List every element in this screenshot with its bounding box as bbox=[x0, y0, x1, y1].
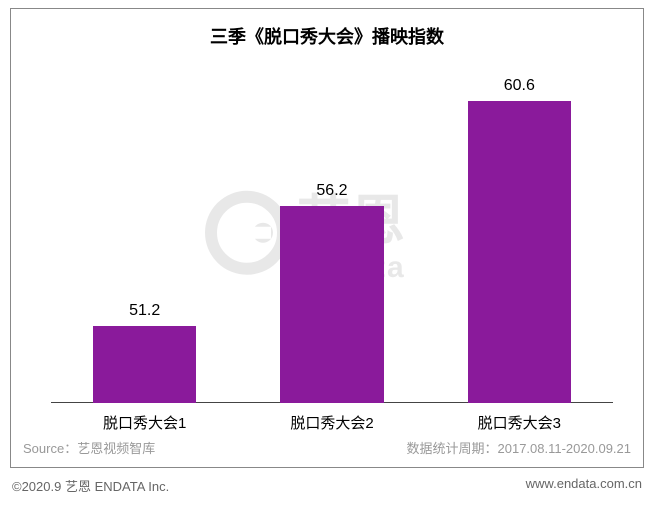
category-label: 脱口秀大会1 bbox=[51, 412, 238, 433]
chart-frame: 三季《脱口秀大会》播映指数 艺恩 endata 51.2脱口秀大会156.2脱口… bbox=[10, 8, 644, 468]
bar-value-label: 56.2 bbox=[280, 182, 383, 200]
copyright-text: ©2020.9 艺恩 ENDATA Inc. bbox=[12, 476, 169, 495]
category-label: 脱口秀大会2 bbox=[238, 412, 425, 433]
bar-value-label: 60.6 bbox=[468, 77, 571, 95]
bar: 51.2 bbox=[93, 326, 196, 403]
page-footer: ©2020.9 艺恩 ENDATA Inc. www.endata.com.cn bbox=[10, 472, 644, 502]
chart-container: 三季《脱口秀大会》播映指数 艺恩 endata 51.2脱口秀大会156.2脱口… bbox=[0, 0, 654, 512]
bar-value-label: 51.2 bbox=[93, 302, 196, 320]
plot-area: 51.2脱口秀大会156.2脱口秀大会260.6脱口秀大会3 bbox=[51, 67, 613, 403]
chart-title: 三季《脱口秀大会》播映指数 bbox=[11, 23, 643, 49]
bar: 60.6 bbox=[468, 101, 571, 403]
stat-period-label: 数据统计周期：2017.08.11-2020.09.21 bbox=[407, 438, 632, 457]
footer-url: www.endata.com.cn bbox=[526, 476, 642, 491]
source-label: Source：艺恩视频智库 bbox=[23, 438, 155, 457]
category-label: 脱口秀大会3 bbox=[426, 412, 613, 433]
bar: 56.2 bbox=[280, 206, 383, 403]
